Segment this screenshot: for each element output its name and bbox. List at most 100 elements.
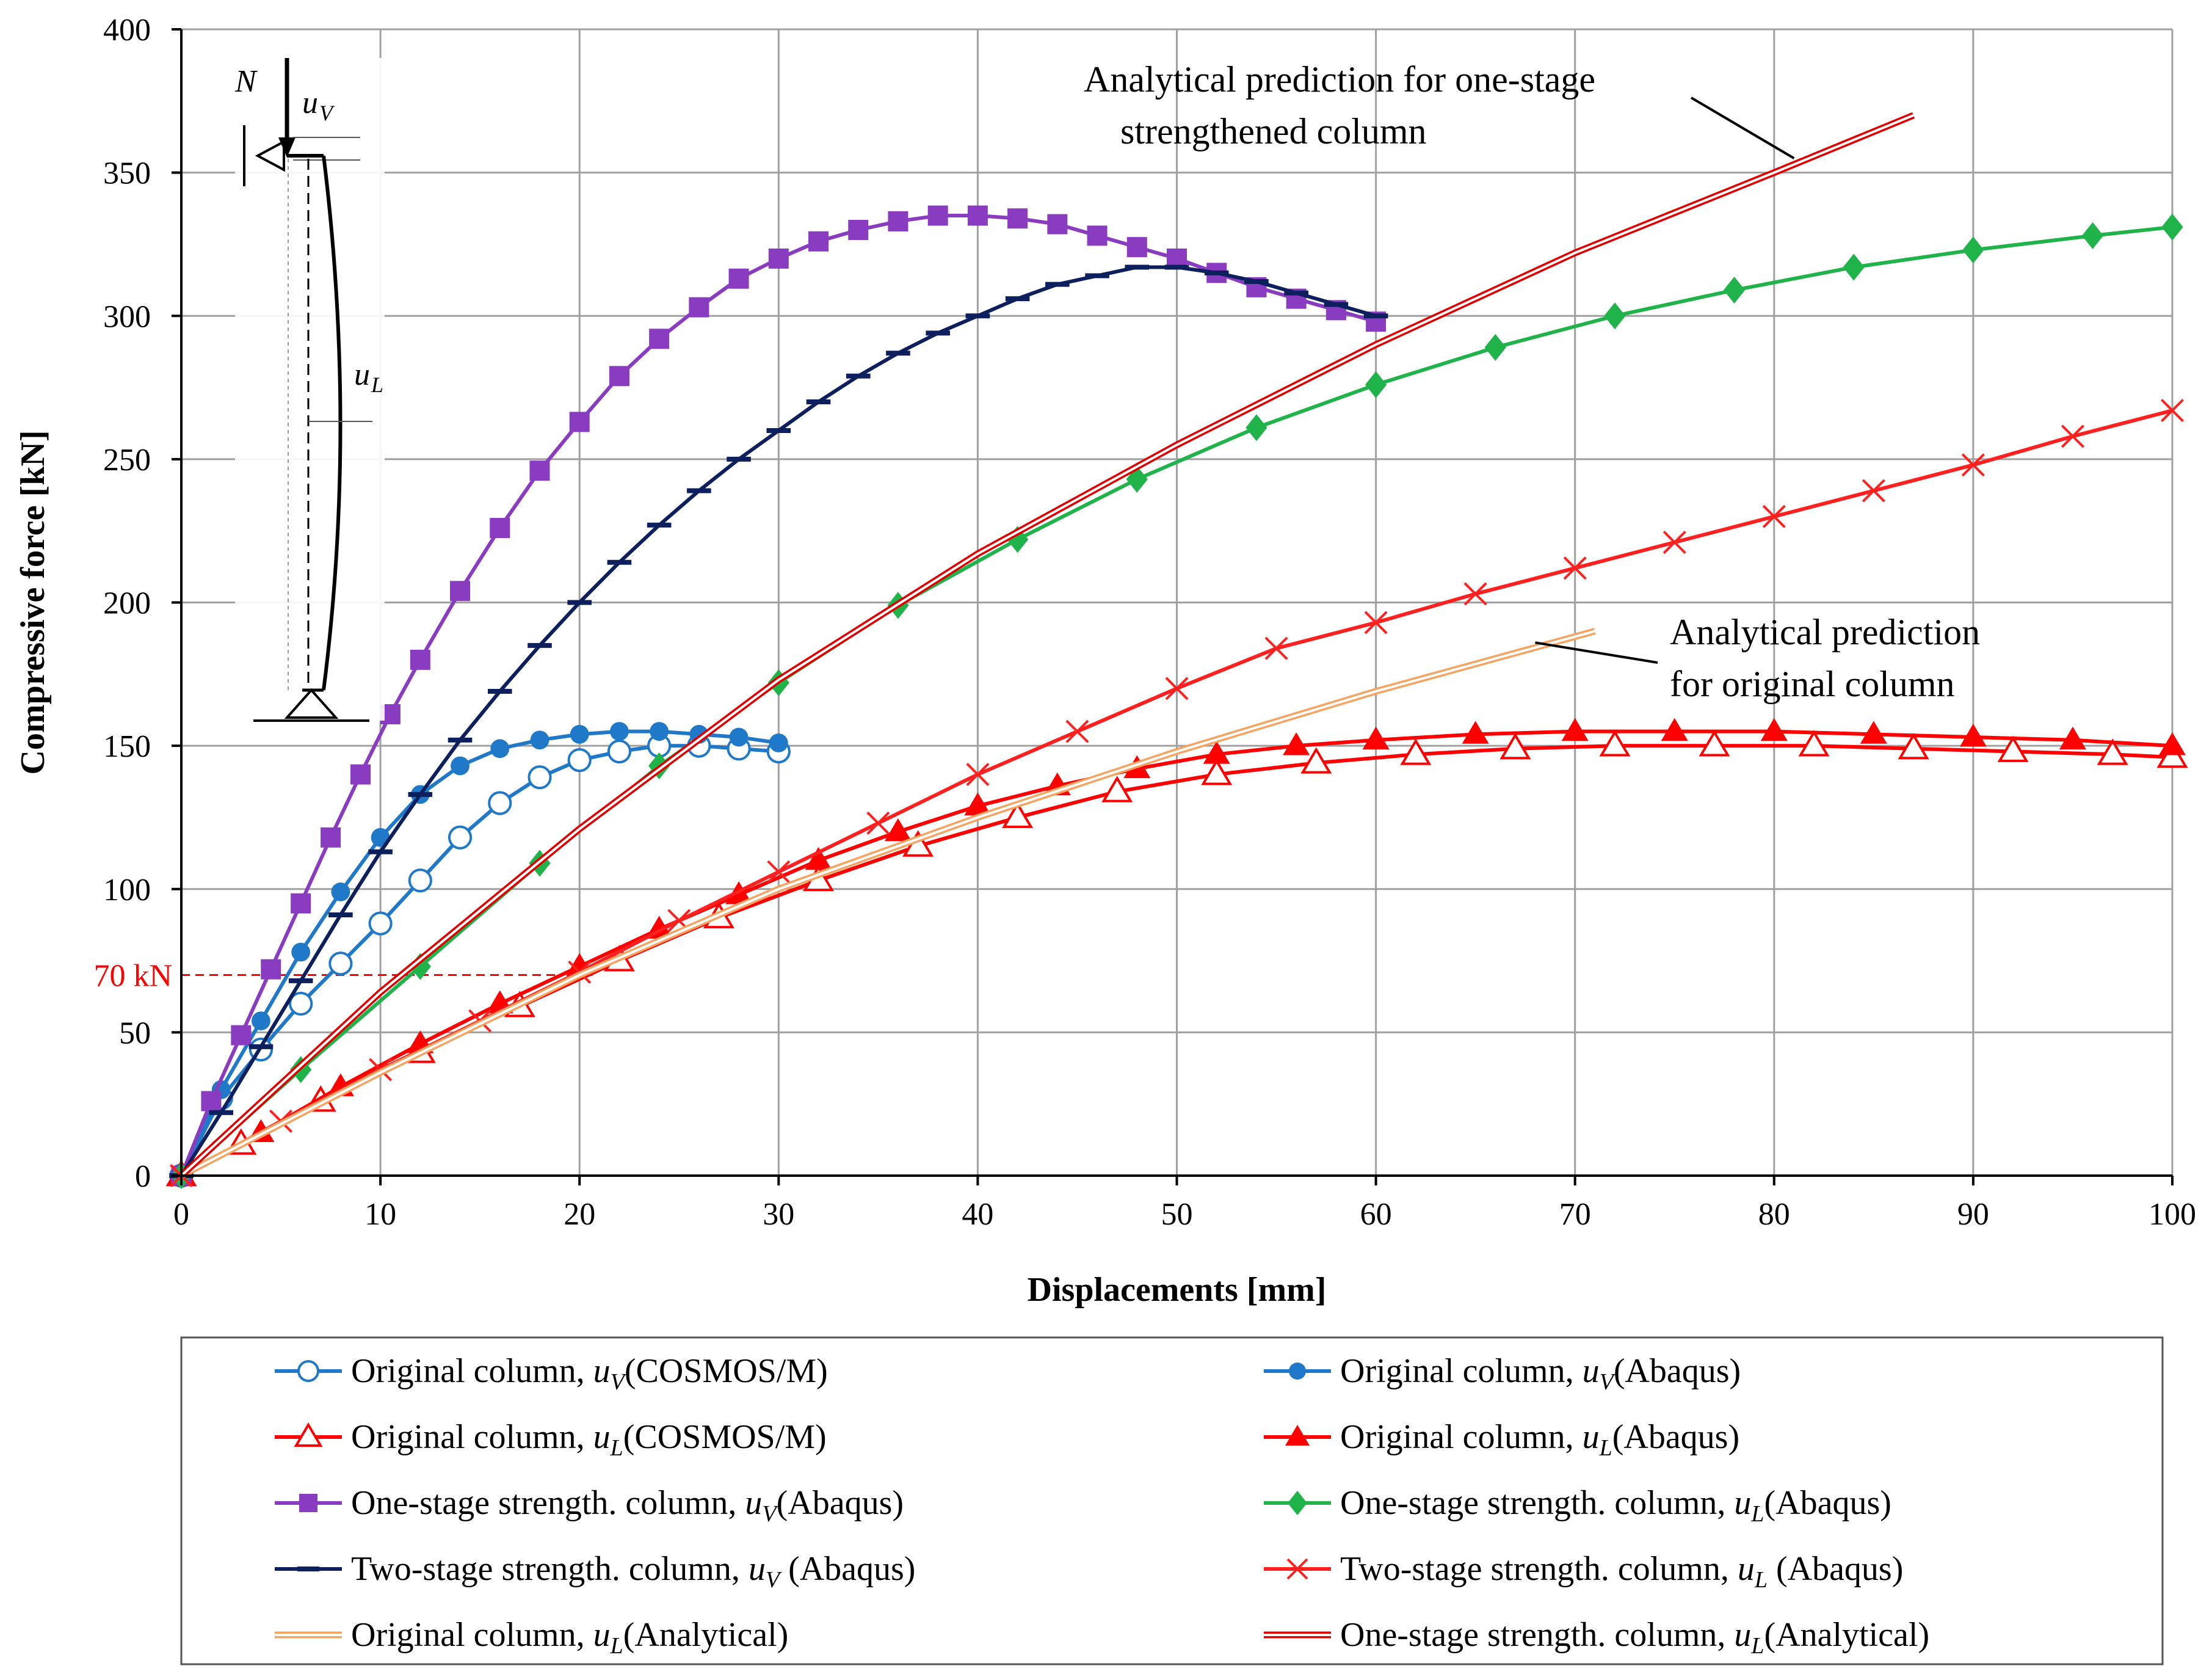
y-tick-label: 200 <box>103 586 151 621</box>
series-6 <box>169 264 1388 1178</box>
data-point <box>808 231 829 252</box>
x-stroke <box>1762 504 1786 528</box>
data-point <box>1462 721 1489 744</box>
x-stroke <box>2160 399 2185 423</box>
data-point <box>689 297 709 318</box>
x-stroke <box>1563 556 1587 580</box>
data-point <box>1283 732 1310 755</box>
data-point <box>866 811 890 835</box>
annotations: Analytical prediction for one-stage stren… <box>1084 59 1980 704</box>
x-tick-label: 0 <box>173 1197 189 1232</box>
column-schematic-inset: N uV uL <box>234 58 385 722</box>
data-point <box>1364 611 1388 635</box>
legend-label: Two-stage strength. column, uL (Abaqus) <box>1340 1550 1903 1593</box>
y-tick-label: 350 <box>103 156 151 191</box>
series-1 <box>172 722 788 1185</box>
data-point <box>1604 302 1626 330</box>
series-9 <box>179 112 1915 1179</box>
data-point <box>769 733 788 752</box>
data-point <box>1463 582 1487 606</box>
x-stroke <box>866 811 890 835</box>
data-point <box>528 765 552 790</box>
x-tick-label: 70 <box>1559 1197 1591 1232</box>
data-point <box>1760 718 1788 741</box>
data-point <box>1087 225 1108 246</box>
data-point <box>1362 726 1390 750</box>
data-point <box>1047 214 1068 235</box>
data-point <box>650 722 669 741</box>
data-point <box>1203 741 1230 764</box>
data-point <box>490 739 510 759</box>
annotation-one-stage-leader <box>1690 96 1795 159</box>
data-point <box>297 1360 319 1382</box>
legend-label: Original column, uL(Abaqus) <box>1340 1418 1739 1461</box>
data-point <box>1285 1425 1310 1446</box>
x-stroke <box>1862 479 1885 503</box>
legend-box <box>180 1336 2164 1665</box>
legend-label: Original column, uL(COSMOS/M) <box>351 1418 827 1461</box>
data-point <box>409 953 431 980</box>
legend-label: One-stage strength. column, uL(Analytica… <box>1340 1616 1929 1659</box>
data-point <box>927 205 948 226</box>
data-point <box>408 868 432 893</box>
y-tick-label: 150 <box>103 729 151 764</box>
series-2 <box>165 730 2188 1187</box>
legend-entry-2: Original column, uL(COSMOS/M) <box>275 1418 827 1461</box>
reference-line-label: 70 kN <box>93 959 172 994</box>
data-point <box>2097 738 2128 765</box>
data-point <box>1365 371 1387 398</box>
data-point <box>1126 237 1147 258</box>
x-stroke <box>1286 1558 1308 1580</box>
inset-force-label: N <box>234 64 258 99</box>
inset-deformed-column <box>322 155 343 691</box>
data-point <box>1961 453 1985 477</box>
series-line <box>179 729 779 1177</box>
data-point <box>610 722 629 741</box>
y-tick-label: 400 <box>103 13 151 48</box>
legend: Original column, uV(COSMOS/M) Original co… <box>180 1336 2164 1665</box>
y-tick-label: 0 <box>135 1159 151 1194</box>
series-layer <box>165 112 2188 1189</box>
series-line <box>179 112 1915 1179</box>
legend-entry-0: Original column, uV(COSMOS/M) <box>275 1352 828 1395</box>
data-point <box>767 860 791 884</box>
data-point <box>1798 730 1830 757</box>
inset-roller-support <box>255 139 285 172</box>
data-point <box>450 581 471 602</box>
legend-entry-1: Original column, uV(Abaqus) <box>1264 1352 1741 1395</box>
data-point <box>1165 677 1189 701</box>
data-point <box>331 882 350 901</box>
data-point <box>291 942 311 962</box>
data-point <box>569 412 590 432</box>
x-stroke <box>767 860 791 884</box>
data-point <box>1898 732 1929 760</box>
legend-entry-9: One-stage strength. column, uL(Analytica… <box>1264 1616 1929 1659</box>
series-line <box>179 744 779 1177</box>
x-stroke <box>2061 424 2084 448</box>
data-point <box>368 911 393 936</box>
data-point <box>451 756 470 776</box>
data-point <box>1563 556 1587 580</box>
data-point <box>570 724 589 744</box>
data-point <box>530 730 549 750</box>
data-point <box>649 329 670 349</box>
data-point <box>328 952 353 976</box>
legend-entry-5: One-stage strength. column, uL(Abaqus) <box>1264 1484 1891 1527</box>
legend-entry-6: Two-stage strength. column, uV (Abaqus) <box>275 1550 915 1593</box>
data-point <box>1843 253 1865 281</box>
series-4 <box>171 205 1387 1186</box>
data-point <box>231 1025 252 1046</box>
x-stroke <box>1463 582 1487 606</box>
data-point <box>609 366 629 387</box>
legend-entry-3: Original column, uL(Abaqus) <box>1264 1418 1739 1461</box>
x-stroke <box>1364 611 1388 635</box>
annotation-original-line2: for original column <box>1670 664 1955 704</box>
inset-ul-label: uL <box>354 357 383 397</box>
data-point <box>1264 636 1288 660</box>
data-point <box>1286 1558 1308 1580</box>
x-tick-label: 60 <box>1360 1197 1392 1232</box>
data-point <box>1201 759 1233 785</box>
data-point <box>2161 213 2183 241</box>
data-point <box>1400 738 1432 765</box>
